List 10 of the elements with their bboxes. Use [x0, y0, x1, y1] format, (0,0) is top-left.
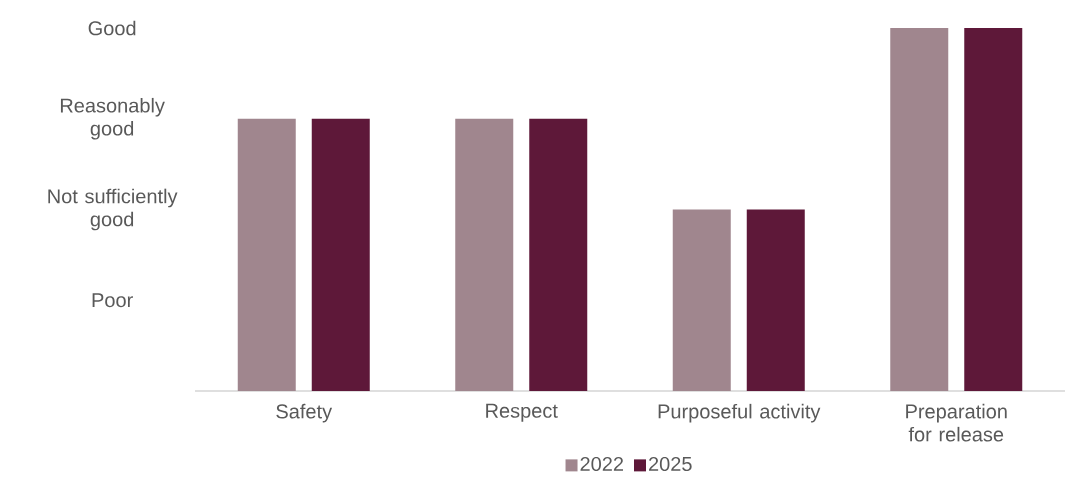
x-tick-label: Purposeful activity — [658, 403, 821, 423]
text: Good — [88, 20, 136, 36]
text: Reasonably good — [60, 97, 165, 140]
legend-label: 2025 — [649, 456, 692, 472]
x-tick-label: Safety — [276, 403, 333, 423]
x-tick-label: Respect — [486, 403, 558, 422]
x-tick-label: Preparation for release — [906, 403, 1007, 442]
text: Poor — [92, 293, 133, 308]
text: Not sufficiently good — [48, 188, 178, 231]
legend-label: 2022 — [580, 456, 624, 472]
